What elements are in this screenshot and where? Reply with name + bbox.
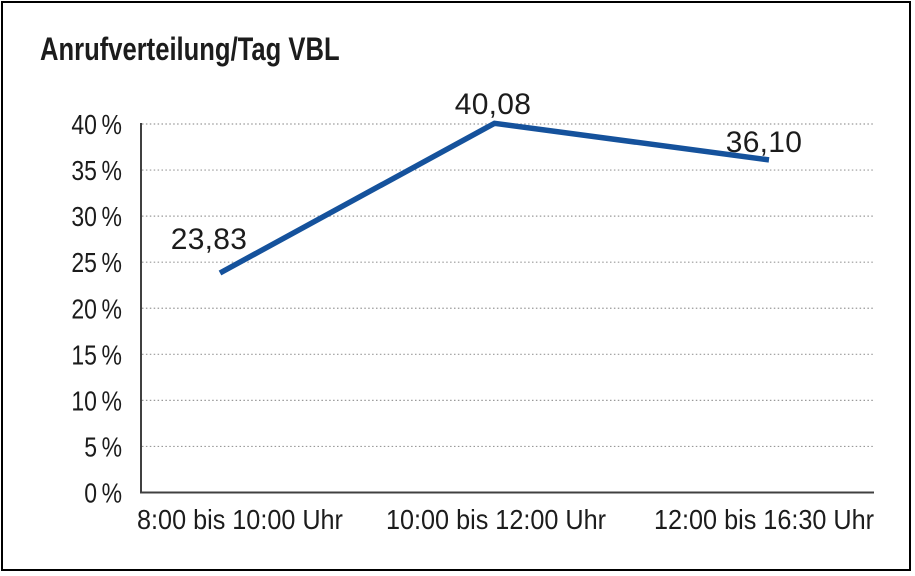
y-tick-label: 40 % xyxy=(71,109,122,140)
data-labels: 23,83 40,08 36,10 xyxy=(171,88,803,256)
y-tick-label: 20 % xyxy=(71,293,122,324)
y-tick-label: 35 % xyxy=(71,155,122,186)
y-tick-label: 0 % xyxy=(84,478,122,509)
y-axis-labels: 0 % 5 % 10 % 15 % 20 % 25 % 30 % 35 % 40 % xyxy=(71,109,122,509)
y-tick-label: 5 % xyxy=(84,431,122,462)
chart-title: Anrufverteilung/Tag VBL xyxy=(40,31,340,67)
x-axis-labels: 8:00 bis 10:00 Uhr 10:00 bis 12:00 Uhr 12:… xyxy=(137,504,874,535)
y-tick-label: 25 % xyxy=(71,247,122,278)
data-line xyxy=(218,120,770,276)
y-tick-label: 30 % xyxy=(71,201,122,232)
x-tick-label: 12:00 bis 16:30 Uhr xyxy=(654,504,874,535)
x-tick-label: 8:00 bis 10:00 Uhr xyxy=(137,504,343,535)
data-point-label: 36,10 xyxy=(726,126,803,159)
gridlines xyxy=(142,123,874,448)
data-point-label: 40,08 xyxy=(455,88,532,121)
y-tick-label: 15 % xyxy=(71,339,122,370)
x-tick-label: 10:00 bis 12:00 Uhr xyxy=(386,504,606,535)
y-tick-label: 10 % xyxy=(71,385,122,416)
data-point-label: 23,83 xyxy=(171,223,248,256)
